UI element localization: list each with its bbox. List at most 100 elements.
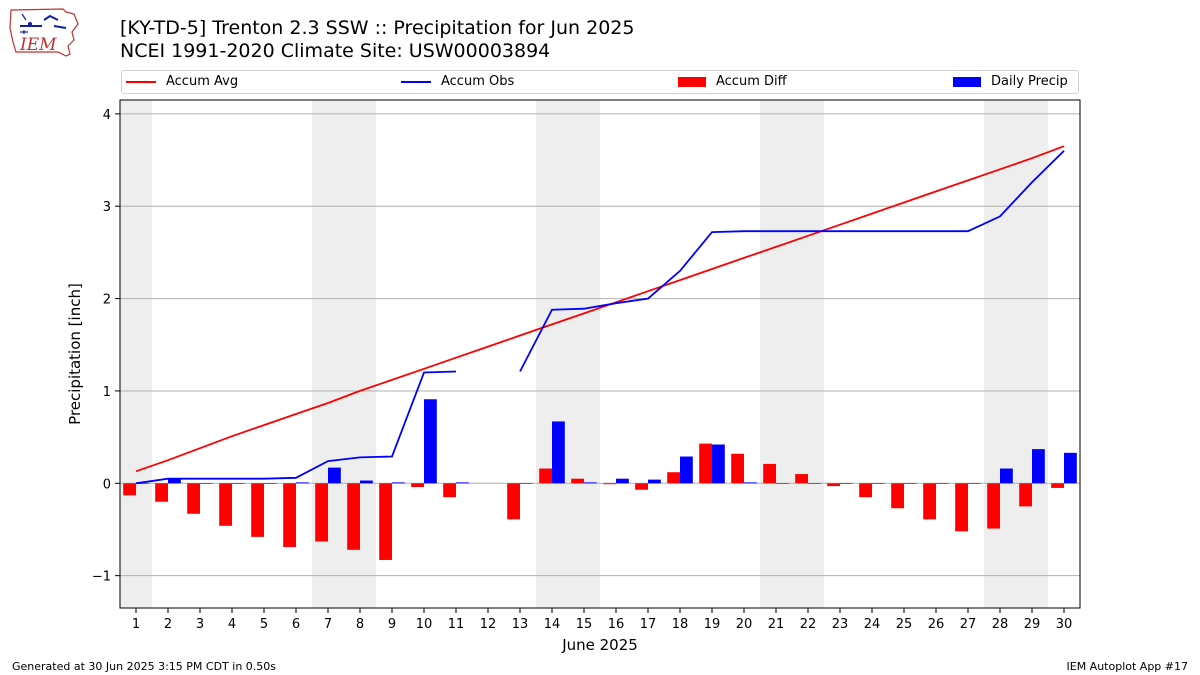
accum-diff-bar-day-14 xyxy=(539,468,552,484)
accum-diff-bar-day-20 xyxy=(731,453,744,484)
xtick-label-9: 9 xyxy=(388,617,396,632)
xtick-label-28: 28 xyxy=(992,617,1009,632)
accum-diff-bar-day-16 xyxy=(603,483,616,485)
accum-diff-bar-day-28 xyxy=(987,483,1000,529)
accum-obs-line-segment-1 xyxy=(135,370,457,485)
iem-logo: IEM xyxy=(8,6,80,58)
accum-avg-line-segment-1 xyxy=(135,145,1065,473)
xtick-label-26: 26 xyxy=(928,617,945,632)
y-axis-label: Precipitation [inch] xyxy=(66,283,84,425)
xtick-label-12: 12 xyxy=(480,617,497,632)
xtick-label-16: 16 xyxy=(608,617,625,632)
xtick-label-13: 13 xyxy=(512,617,529,632)
chart-subtitle: NCEI 1991-2020 Climate Site: USW00003894 xyxy=(120,40,551,62)
daily-precip-bar-day-11 xyxy=(456,482,469,484)
plot-frame xyxy=(119,99,1081,609)
daily-precip-bar-day-24 xyxy=(872,483,885,484)
accum-diff-bar-day-23 xyxy=(827,483,840,487)
daily-precip-bar-day-23 xyxy=(840,483,853,484)
daily-precip-bar-day-5 xyxy=(264,483,277,484)
daily-precip-bar-day-22 xyxy=(808,483,821,484)
daily-precip-bar-day-8 xyxy=(360,480,373,484)
xtick-label-7: 7 xyxy=(324,617,332,632)
y-axis-ticks: −1 0 1 2 3 4 xyxy=(92,108,120,585)
xtick-label-10: 10 xyxy=(416,617,433,632)
accum-obs-line-segment-2 xyxy=(519,150,1065,372)
accum-diff-bar-day-25 xyxy=(891,483,904,509)
ytick-label-3: 3 xyxy=(103,200,111,215)
x-axis-label: June 2025 xyxy=(561,636,638,654)
xtick-label-2: 2 xyxy=(164,617,172,632)
xtick-label-4: 4 xyxy=(228,617,236,632)
accum-diff-bar-day-26 xyxy=(923,483,936,520)
accum-diff-bar-day-6 xyxy=(283,483,296,548)
xtick-label-27: 27 xyxy=(960,617,977,632)
legend: Accum Avg Accum Obs Accum Diff Daily Pre… xyxy=(121,70,1079,94)
daily-precip-bar-day-29 xyxy=(1032,449,1045,484)
legend-label-accum-obs: Accum Obs xyxy=(441,74,515,89)
legend-item-accum-obs: Accum Obs xyxy=(401,74,514,89)
grid-lines xyxy=(120,113,1080,577)
daily-precip-bar-day-25 xyxy=(904,483,917,484)
accum-diff-bar-day-1 xyxy=(123,483,136,496)
chart-title: [KY-TD-5] Trenton 2.3 SSW :: Precipitati… xyxy=(120,17,635,39)
xtick-label-21: 21 xyxy=(768,617,785,632)
xtick-label-1: 1 xyxy=(132,617,140,632)
daily-precip-bar-day-4 xyxy=(232,483,245,484)
daily-precip-bar-day-9 xyxy=(392,482,405,484)
daily-precip-bar-day-18 xyxy=(680,456,693,484)
weekend-band-4 xyxy=(760,100,824,608)
xtick-label-30: 30 xyxy=(1056,617,1073,632)
legend-label-daily-precip: Daily Precip xyxy=(991,74,1068,89)
daily-precip-bar-day-13 xyxy=(520,483,533,484)
legend-item-daily-precip: Daily Precip xyxy=(953,74,1068,89)
daily-precip-bar-day-30 xyxy=(1064,452,1077,484)
daily-precip-bar-day-2 xyxy=(168,478,181,484)
legend-item-accum-avg: Accum Avg xyxy=(126,74,238,89)
weekend-band-1 xyxy=(120,100,152,608)
ytick-label-4: 4 xyxy=(103,108,111,123)
accum-diff-bar-day-9 xyxy=(379,483,392,560)
footer-generated-text: Generated at 30 Jun 2025 3:15 PM CDT in … xyxy=(12,660,277,673)
xtick-label-29: 29 xyxy=(1024,617,1041,632)
weekend-band-3 xyxy=(536,100,600,608)
legend-label-accum-avg: Accum Avg xyxy=(166,74,239,89)
legend-swatch-accum-avg xyxy=(126,80,156,83)
accum-diff-bar-day-13 xyxy=(507,483,520,520)
footer-app-text: IEM Autoplot App #17 xyxy=(1066,660,1189,673)
daily-precip-bar-day-3 xyxy=(200,483,213,484)
ytick-label-2: 2 xyxy=(103,293,111,308)
daily-precip-bar-day-17 xyxy=(648,479,661,484)
ytick-label-1: 1 xyxy=(103,385,111,400)
daily-precip-bar-day-15 xyxy=(584,482,597,484)
xtick-label-25: 25 xyxy=(896,617,913,632)
accum-diff-bars xyxy=(123,443,1064,560)
accum-diff-bar-day-4 xyxy=(219,483,232,526)
accum-diff-bar-day-17 xyxy=(635,483,648,490)
accum-diff-bar-day-27 xyxy=(955,483,968,532)
legend-swatch-daily-precip xyxy=(953,76,981,87)
xtick-label-18: 18 xyxy=(672,617,689,632)
accum-diff-bar-day-7 xyxy=(315,483,328,542)
accum-diff-bar-day-8 xyxy=(347,483,360,550)
daily-precip-bar-day-27 xyxy=(968,483,981,484)
xtick-label-20: 20 xyxy=(736,617,753,632)
accum-diff-bar-day-24 xyxy=(859,483,872,498)
xtick-label-8: 8 xyxy=(356,617,364,632)
xtick-label-23: 23 xyxy=(832,617,849,632)
logo-text: IEM xyxy=(19,35,57,55)
xtick-label-11: 11 xyxy=(448,617,465,632)
iem-state-map-icon: IEM xyxy=(9,8,79,57)
xtick-label-22: 22 xyxy=(800,617,817,632)
accum-diff-bar-day-11 xyxy=(443,483,456,498)
legend-label-accum-diff: Accum Diff xyxy=(716,74,787,89)
daily-precip-bar-day-14 xyxy=(552,421,565,484)
daily-precip-bar-day-28 xyxy=(1000,468,1013,484)
xtick-label-6: 6 xyxy=(292,617,300,632)
ytick-label--1: −1 xyxy=(92,570,111,585)
accum-diff-bar-day-21 xyxy=(763,463,776,484)
daily-precip-bar-day-1 xyxy=(136,483,149,484)
accum-diff-bar-day-29 xyxy=(1019,483,1032,507)
legend-swatch-accum-obs xyxy=(401,80,431,83)
